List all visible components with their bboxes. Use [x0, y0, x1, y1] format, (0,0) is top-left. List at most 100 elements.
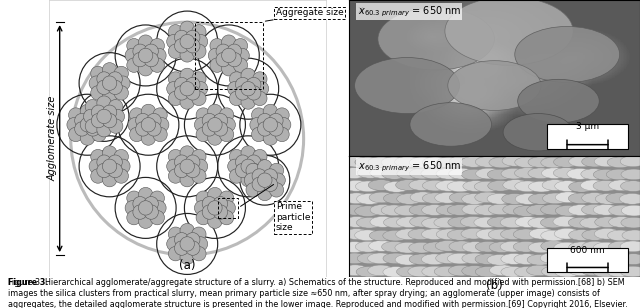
Circle shape	[275, 127, 289, 142]
Circle shape	[221, 201, 236, 215]
Circle shape	[606, 169, 632, 180]
Circle shape	[91, 169, 105, 183]
Circle shape	[369, 192, 395, 203]
Circle shape	[593, 180, 619, 191]
Circle shape	[422, 266, 447, 277]
Circle shape	[580, 180, 606, 191]
Circle shape	[556, 205, 581, 216]
Circle shape	[180, 48, 195, 62]
Circle shape	[208, 201, 222, 215]
Circle shape	[409, 205, 435, 215]
Circle shape	[489, 157, 515, 168]
Circle shape	[193, 237, 208, 251]
Circle shape	[474, 217, 499, 228]
Circle shape	[594, 156, 620, 167]
Circle shape	[607, 230, 633, 241]
Circle shape	[213, 197, 228, 211]
Circle shape	[221, 35, 236, 49]
Circle shape	[133, 44, 147, 59]
Circle shape	[555, 253, 580, 264]
Circle shape	[595, 229, 620, 239]
Circle shape	[342, 253, 367, 264]
Circle shape	[383, 193, 409, 204]
Circle shape	[86, 113, 100, 128]
Circle shape	[166, 82, 181, 96]
Circle shape	[554, 168, 579, 178]
Circle shape	[186, 38, 200, 53]
Circle shape	[355, 206, 380, 217]
Circle shape	[114, 66, 129, 81]
Circle shape	[582, 230, 607, 240]
Circle shape	[383, 267, 408, 278]
Circle shape	[541, 217, 566, 228]
Circle shape	[246, 163, 260, 178]
Circle shape	[384, 181, 410, 192]
Circle shape	[489, 242, 515, 253]
Circle shape	[102, 76, 116, 90]
Circle shape	[168, 72, 183, 86]
Circle shape	[180, 21, 195, 35]
Circle shape	[447, 229, 473, 240]
Circle shape	[153, 108, 167, 122]
Circle shape	[396, 180, 421, 190]
Circle shape	[91, 149, 105, 164]
Circle shape	[168, 44, 183, 59]
Circle shape	[620, 266, 640, 277]
Circle shape	[502, 193, 527, 204]
Circle shape	[527, 265, 552, 276]
Circle shape	[355, 181, 381, 192]
Circle shape	[436, 168, 461, 179]
Circle shape	[593, 242, 619, 253]
Circle shape	[541, 266, 567, 277]
Circle shape	[408, 266, 433, 277]
Circle shape	[127, 58, 141, 72]
Circle shape	[92, 105, 106, 120]
Circle shape	[528, 168, 554, 179]
Circle shape	[235, 48, 250, 63]
Circle shape	[449, 265, 474, 276]
Circle shape	[252, 177, 266, 192]
Circle shape	[89, 76, 104, 90]
Circle shape	[567, 168, 593, 179]
Circle shape	[397, 168, 422, 179]
Circle shape	[501, 253, 527, 264]
Text: Aggregate size: Aggregate size	[276, 8, 344, 17]
Circle shape	[108, 155, 122, 169]
Circle shape	[593, 205, 619, 215]
Circle shape	[529, 181, 554, 192]
Circle shape	[422, 205, 447, 215]
Circle shape	[138, 214, 153, 229]
Circle shape	[461, 156, 486, 167]
Circle shape	[138, 48, 153, 63]
Circle shape	[462, 242, 488, 252]
Circle shape	[102, 113, 116, 128]
Circle shape	[436, 205, 462, 215]
Circle shape	[153, 127, 167, 142]
Circle shape	[180, 34, 195, 49]
Circle shape	[195, 118, 209, 132]
Circle shape	[75, 113, 89, 128]
Circle shape	[144, 197, 158, 211]
Circle shape	[191, 25, 206, 39]
Circle shape	[193, 82, 208, 96]
Circle shape	[144, 44, 158, 59]
Circle shape	[582, 193, 607, 203]
Circle shape	[86, 122, 100, 136]
Circle shape	[147, 113, 161, 128]
Circle shape	[180, 95, 195, 109]
Circle shape	[554, 156, 579, 167]
Circle shape	[228, 82, 242, 96]
Circle shape	[196, 191, 211, 205]
Circle shape	[141, 131, 156, 145]
Circle shape	[554, 228, 580, 239]
Circle shape	[436, 253, 461, 264]
Circle shape	[75, 122, 89, 136]
Circle shape	[263, 104, 278, 119]
Circle shape	[581, 169, 607, 180]
Circle shape	[396, 229, 421, 240]
Circle shape	[395, 254, 420, 265]
Circle shape	[97, 72, 111, 86]
Circle shape	[381, 168, 407, 179]
Circle shape	[423, 242, 449, 253]
Circle shape	[202, 122, 216, 136]
